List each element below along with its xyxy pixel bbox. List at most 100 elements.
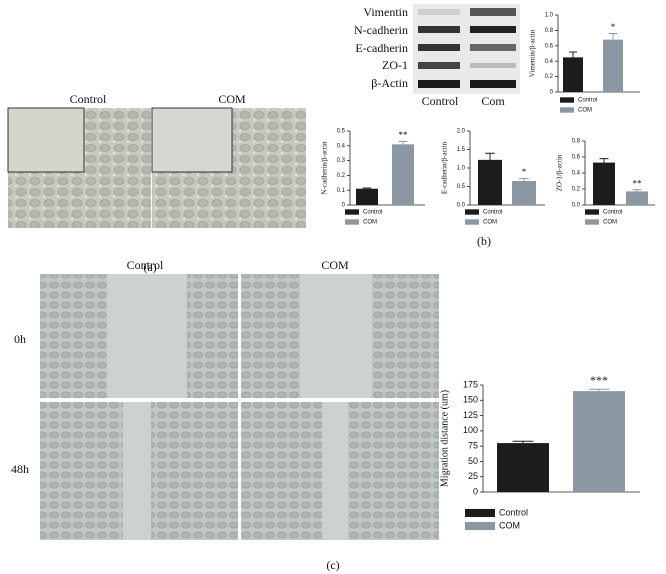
bar	[603, 39, 623, 92]
bar	[478, 159, 502, 205]
y-tick-label: 0.6	[572, 155, 581, 161]
panel-label: (b)	[477, 234, 491, 248]
significance: *	[522, 167, 527, 177]
bar	[563, 57, 583, 92]
y-axis-label: E-cadherin/β-actin	[440, 141, 448, 194]
y-tick-label: 0	[342, 203, 346, 209]
y-tick-label: 0	[550, 90, 554, 96]
legend-swatch	[585, 219, 599, 225]
legend-label: COM	[363, 220, 377, 226]
bar	[392, 144, 414, 205]
column-label: Control	[127, 258, 164, 272]
y-tick-label: 75	[468, 441, 478, 451]
error-bar	[519, 177, 529, 181]
y-tick-label: 100	[463, 425, 478, 435]
legend-label: COM	[603, 220, 617, 226]
y-tick-label: 0.5	[337, 129, 346, 135]
legend-label: COM	[499, 520, 520, 530]
legend-label: Control	[499, 507, 528, 517]
bar	[356, 188, 378, 205]
legend-swatch	[585, 209, 599, 215]
y-axis-label: Migration distance (um)	[439, 390, 450, 487]
error-bar	[398, 140, 408, 145]
legend-label: Control	[483, 210, 502, 216]
error-bar	[609, 32, 617, 40]
error-bar	[362, 187, 372, 189]
y-tick-label: 2.0	[457, 129, 466, 135]
panel-a-images	[7, 107, 306, 228]
y-tick-label: 0.0	[572, 203, 581, 209]
legend-label: COM	[578, 108, 592, 114]
legend-swatch	[465, 508, 495, 518]
bar	[593, 162, 615, 205]
western-blot	[413, 4, 520, 94]
legend-swatch	[345, 209, 359, 215]
protein-label: E-cadherin	[355, 41, 408, 55]
legend-label: Control	[578, 98, 597, 104]
y-tick-label: 0.3	[337, 158, 346, 164]
significance: *	[611, 22, 616, 32]
error-bar	[588, 388, 610, 392]
y-tick-label: 25	[468, 471, 478, 481]
legend-swatch	[465, 209, 479, 215]
error-bar	[512, 440, 534, 444]
y-tick-label: 0.5	[457, 184, 466, 190]
legend-swatch	[560, 97, 574, 103]
bar	[626, 191, 648, 205]
error-bar	[485, 152, 495, 160]
significance: ***	[590, 373, 608, 387]
y-tick-label: 0.2	[545, 74, 554, 80]
y-tick-label: 1.0	[545, 13, 554, 19]
bar	[497, 443, 549, 492]
y-tick-label: 175	[463, 379, 478, 389]
panel-label: (c)	[326, 558, 339, 572]
lane-label: Com	[481, 94, 505, 108]
y-axis-label: N-cadherin/β-actin	[320, 141, 328, 194]
y-tick-label: 0.2	[572, 187, 581, 193]
legend-swatch	[465, 219, 479, 225]
bar	[512, 180, 536, 205]
y-tick-label: 0.4	[572, 171, 581, 177]
significance: **	[633, 178, 643, 188]
panel-label: (a)	[143, 260, 156, 274]
error-bar	[569, 51, 577, 58]
y-tick-label: 1.5	[457, 147, 466, 153]
column-label: COM	[321, 258, 349, 272]
protein-label: N-cadherin	[354, 23, 408, 37]
protein-label: β-Actin	[371, 76, 408, 90]
protein-label: Vimentin	[363, 5, 408, 19]
y-tick-label: 0.0	[457, 203, 466, 209]
legend-label: Control	[363, 210, 382, 216]
protein-label: ZO-1	[382, 58, 408, 72]
y-tick-label: 0.4	[337, 143, 346, 149]
legend-label: COM	[483, 220, 497, 226]
bar	[573, 391, 625, 492]
significance: **	[399, 130, 409, 140]
y-tick-label: 0.2	[337, 173, 346, 179]
column-label: COM	[218, 92, 246, 106]
y-tick-label: 0	[473, 486, 478, 496]
y-tick-label: 0.8	[545, 28, 554, 34]
y-tick-label: 150	[463, 395, 478, 405]
error-bar	[632, 189, 642, 192]
y-tick-label: 1.0	[457, 166, 466, 172]
y-axis-label: Vimentin/β-actin	[528, 29, 536, 77]
legend-swatch	[465, 521, 495, 531]
y-tick-label: 50	[468, 456, 478, 466]
column-label: Control	[70, 92, 107, 106]
y-tick-label: 125	[463, 410, 478, 420]
y-tick-label: 0.1	[337, 188, 346, 194]
legend-swatch	[345, 219, 359, 225]
y-axis-label: ZO-1/β-actin	[555, 154, 563, 191]
lane-label: Control	[422, 94, 459, 108]
legend-label: Control	[603, 210, 622, 216]
legend-swatch	[560, 107, 574, 113]
y-tick-label: 0.4	[545, 59, 554, 65]
y-tick-label: 0.8	[572, 139, 581, 145]
panel-c-images	[40, 274, 439, 540]
row-label: 48h	[11, 462, 29, 476]
y-tick-label: 0.6	[545, 43, 554, 49]
row-label: 0h	[14, 332, 26, 346]
error-bar	[599, 158, 609, 163]
